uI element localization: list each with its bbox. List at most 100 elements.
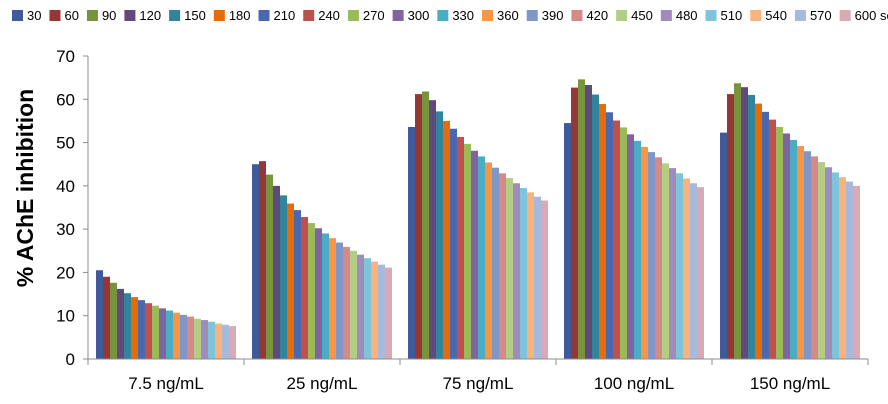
legend-label: 570 [810, 8, 832, 23]
legend-label: 60 [64, 8, 78, 23]
bar [520, 188, 527, 359]
legend-label: 390 [542, 8, 564, 23]
bar [818, 162, 825, 359]
bar [839, 177, 846, 359]
legend-swatch [750, 10, 762, 21]
bar [145, 303, 152, 359]
x-tick-label: 7.5 ng/mL [128, 374, 204, 393]
bar [627, 134, 634, 359]
bar [315, 228, 322, 359]
bar [450, 128, 457, 359]
legend-label: 540 [765, 8, 787, 23]
legend-swatch [705, 10, 717, 21]
bar [471, 150, 478, 359]
bar [825, 167, 832, 359]
legend-label: 150 [184, 8, 206, 23]
bar [301, 217, 308, 359]
bar [385, 267, 392, 359]
bar [804, 151, 811, 359]
legend-swatch [794, 10, 806, 21]
bar [513, 183, 520, 359]
bar-series [96, 79, 860, 360]
legend-label: 480 [676, 8, 698, 23]
bar [336, 242, 343, 359]
bar [769, 119, 776, 359]
y-tick-label: 0 [66, 350, 75, 369]
bar [350, 250, 357, 359]
x-tick-label: 150 ng/mL [750, 374, 830, 393]
legend-swatch [12, 10, 23, 21]
bar [648, 152, 655, 359]
bar [131, 297, 138, 359]
bar [478, 156, 485, 359]
bar [201, 320, 208, 359]
legend-swatch [839, 10, 851, 21]
bar [343, 246, 350, 359]
bar [641, 146, 648, 359]
bar [720, 132, 727, 359]
bar [527, 192, 534, 359]
bar [748, 94, 755, 359]
legend-label: 90 [102, 8, 116, 23]
bar [585, 85, 592, 359]
y-tick-label: 40 [56, 177, 75, 196]
bar [541, 200, 548, 359]
y-tick-label: 60 [56, 90, 75, 109]
x-tick-label: 100 ng/mL [594, 374, 674, 393]
bar [173, 312, 180, 359]
legend-swatch [258, 10, 270, 21]
bar [634, 140, 641, 359]
bar [415, 94, 422, 359]
bar [690, 183, 697, 359]
bar [734, 83, 741, 360]
y-tick-label: 70 [56, 47, 75, 66]
legend: 30 60 90 120 150 180 210 240 270 300 330 360 390 420 4… [12, 8, 888, 23]
bar [578, 79, 585, 360]
bar [592, 94, 599, 359]
bar [294, 210, 301, 359]
bar [96, 270, 103, 359]
bar [534, 196, 541, 359]
bar [117, 288, 124, 359]
bar [378, 264, 385, 359]
legend-label: 120 [139, 8, 161, 23]
bar [110, 282, 117, 359]
bar [215, 323, 222, 359]
bar [571, 87, 578, 359]
legend-swatch [303, 10, 315, 21]
bar [436, 111, 443, 359]
legend-swatch [347, 10, 359, 21]
bar [208, 321, 215, 359]
y-tick-label: 50 [56, 134, 75, 153]
bar [152, 305, 159, 359]
bar [408, 126, 415, 359]
legend-swatch [437, 10, 449, 21]
bar [464, 143, 471, 359]
bar [797, 146, 804, 359]
x-tick-label: 25 ng/mL [287, 374, 358, 393]
bar [755, 103, 762, 359]
bar [252, 164, 259, 359]
bar [606, 112, 613, 360]
bar [783, 133, 790, 359]
y-tick-label: 10 [56, 307, 75, 326]
bar [564, 123, 571, 359]
bar [811, 156, 818, 359]
bar [180, 314, 187, 359]
bar [138, 300, 145, 359]
legend-swatch [482, 10, 494, 21]
bar [124, 293, 131, 359]
bar [669, 168, 676, 359]
bar [599, 104, 606, 359]
legend-swatch [392, 10, 404, 21]
legend-label: 450 [631, 8, 653, 23]
y-axis: 0 10 20 30 40 50 60 70 [56, 47, 89, 369]
bar [280, 195, 287, 359]
bar [229, 326, 236, 359]
bar [273, 185, 280, 359]
bar [422, 91, 429, 359]
bar [683, 178, 690, 359]
bar [222, 324, 229, 359]
legend-swatch [49, 10, 61, 21]
